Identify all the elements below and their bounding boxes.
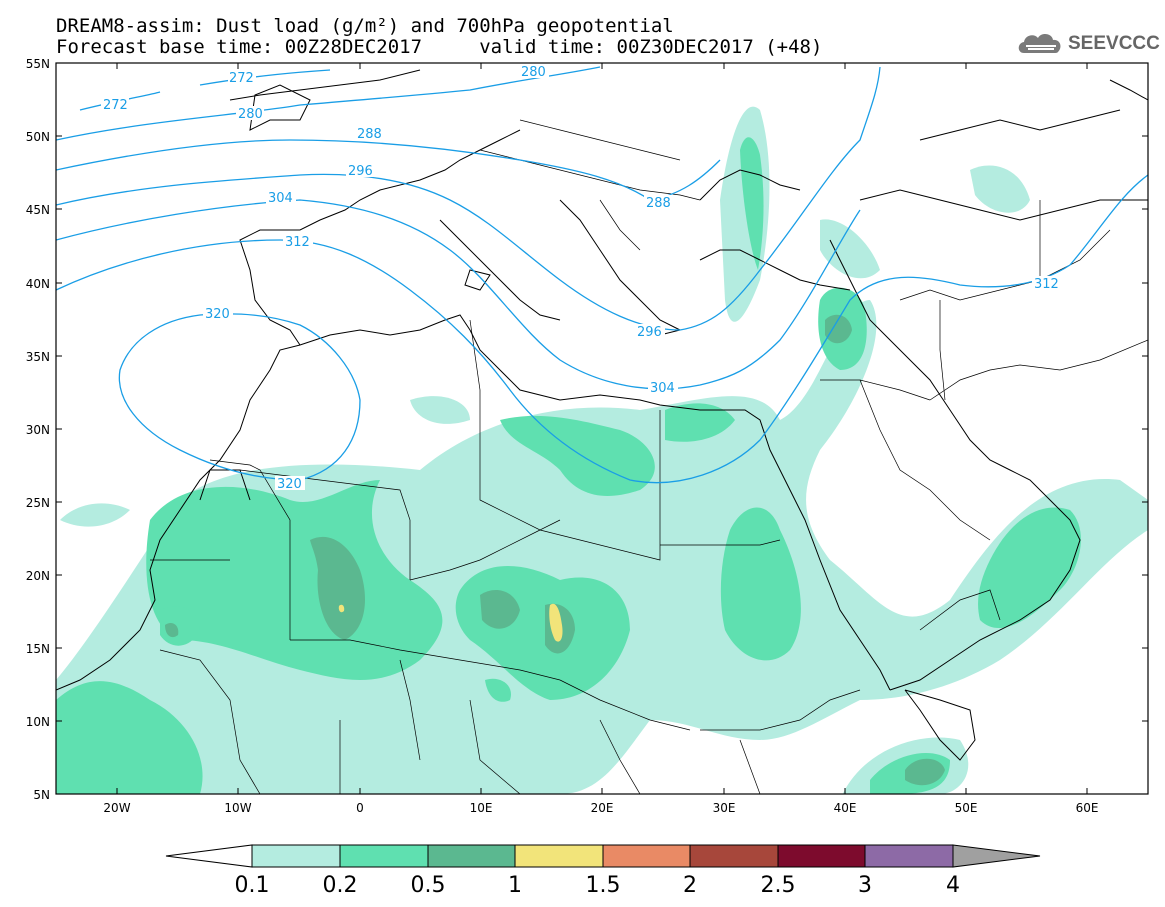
- lon-tick-label: 0: [356, 801, 364, 815]
- colorbar-swatch: [339, 844, 429, 868]
- lon-tick-label: 10E: [470, 801, 493, 815]
- colorbar-label: 1: [508, 873, 522, 898]
- colorbar-swatch: [427, 844, 516, 868]
- seevccc-logo: SEEVCCC: [1016, 27, 1160, 59]
- contour-label: 304: [650, 381, 675, 396]
- contour-label: 272: [229, 71, 254, 86]
- lat-tick-label: 55N: [26, 57, 50, 71]
- colorbar-label: 2: [683, 873, 697, 898]
- contour-label: 320: [205, 307, 230, 322]
- map-title-line2: Forecast base time: 00Z28DEC2017 valid t…: [56, 36, 823, 58]
- colorbar-swatch: [514, 844, 604, 868]
- lat-tick-label: 30N: [26, 423, 50, 437]
- dust-level-1: [338, 603, 563, 642]
- colorbar-label: 0.1: [235, 873, 270, 898]
- colorbar-label: 4: [946, 873, 960, 898]
- colorbar-label: 0.2: [323, 873, 358, 898]
- colorbar-swatch: [864, 844, 954, 868]
- lon-tick-label: 50E: [955, 801, 978, 815]
- contour-label: 296: [348, 164, 373, 179]
- contour-labels: 272 272 280 280 288 288 296 296 304 304 …: [101, 64, 1062, 492]
- colorbar-swatch: [251, 844, 341, 868]
- colorbar-label: 0.5: [411, 873, 446, 898]
- lat-tick-label: 20N: [26, 569, 50, 583]
- logo-text: SEEVCCC: [1068, 33, 1160, 54]
- lat-tick-label: 5N: [33, 788, 50, 802]
- lon-tick-label: 40E: [834, 801, 857, 815]
- colorbar: [165, 844, 1041, 868]
- longitude-axis: [116, 63, 1088, 794]
- colorbar-labels: 0.1 0.2 0.5 1 1.5 2 2.5 3 4: [235, 873, 961, 898]
- contour-label: 288: [646, 196, 671, 211]
- lat-tick-label: 25N: [26, 496, 50, 510]
- longitude-labels: 20W 10W 0 10E 20E 30E 40E 50E 60E: [103, 801, 1098, 815]
- lon-tick-label: 30E: [713, 801, 736, 815]
- colorbar-swatch: [777, 844, 866, 868]
- colorbar-label: 3: [858, 873, 872, 898]
- colorbar-swatch: [602, 844, 691, 868]
- lat-tick-label: 40N: [26, 277, 50, 291]
- latitude-labels: 55N 50N 45N 40N 35N 30N 25N 20N 15N 10N …: [26, 57, 50, 802]
- lon-tick-label: 60E: [1076, 801, 1099, 815]
- contour-label: 296: [637, 325, 662, 340]
- contour-label: 312: [1034, 277, 1059, 292]
- contour-label: 280: [238, 107, 263, 122]
- colorbar-label: 1.5: [586, 873, 621, 898]
- contour-label: 272: [103, 98, 128, 113]
- colorbar-under-arrow: [165, 844, 253, 868]
- contour-label: 288: [357, 127, 382, 142]
- cloud-icon: [1018, 34, 1061, 53]
- lon-tick-label: 20E: [591, 801, 614, 815]
- colorbar-label: 2.5: [761, 873, 796, 898]
- map-title-line1: DREAM8-assim: Dust load (g/m²) and 700hP…: [56, 15, 674, 37]
- contour-label: 320: [277, 477, 302, 492]
- lat-tick-label: 15N: [26, 642, 50, 656]
- lon-tick-label: 10W: [224, 801, 251, 815]
- coastlines: [56, 69, 1148, 761]
- lat-tick-label: 35N: [26, 350, 50, 364]
- map-content: [56, 66, 1148, 794]
- contour-label: 304: [268, 191, 293, 206]
- lat-tick-label: 10N: [26, 715, 50, 729]
- latitude-axis: [56, 62, 1148, 795]
- lon-tick-label: 20W: [103, 801, 130, 815]
- colorbar-over-arrow: [952, 844, 1041, 868]
- lat-tick-label: 45N: [26, 203, 50, 217]
- dust-level-0.5: [165, 314, 945, 786]
- dust-level-0.2: [56, 137, 1081, 794]
- lat-tick-label: 50N: [26, 130, 50, 144]
- contour-label: 280: [521, 65, 546, 80]
- colorbar-swatch: [689, 844, 779, 868]
- contour-label: 312: [285, 235, 310, 250]
